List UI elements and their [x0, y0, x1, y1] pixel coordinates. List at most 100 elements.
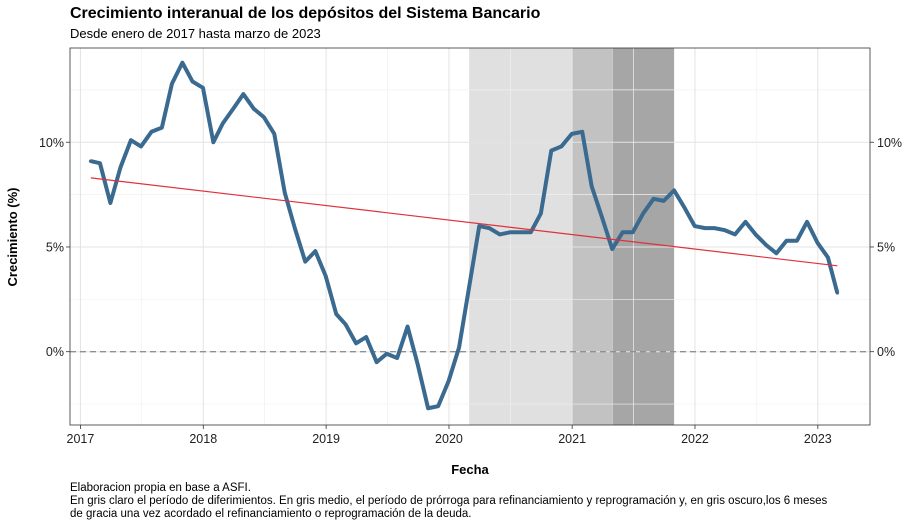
data-point: [375, 360, 379, 364]
data-point: [610, 247, 614, 251]
data-point: [682, 205, 686, 209]
chart-caption: Elaboracion propia en base a ASFI. En gr…: [70, 482, 900, 521]
data-point: [385, 352, 389, 356]
data-point: [518, 230, 522, 234]
data-point: [272, 132, 276, 136]
chart-title: Crecimiento interanual de los depósitos …: [70, 5, 541, 22]
data-point: [354, 341, 358, 345]
caption-line: En gris claro el período de diferimiento…: [70, 495, 828, 507]
data-point: [324, 274, 328, 278]
data-point: [160, 125, 164, 130]
y-tick-label-left: 0%: [46, 345, 64, 359]
data-point: [784, 239, 789, 243]
x-tick-label: 2021: [558, 432, 586, 446]
data-point: [774, 251, 779, 255]
data-point: [815, 241, 820, 245]
data-point: [303, 260, 307, 264]
data-point: [364, 335, 368, 339]
data-point: [170, 82, 174, 86]
data-point: [283, 190, 287, 195]
y-tick-label-right: 5%: [877, 240, 895, 254]
shaded-periods: [469, 48, 675, 425]
x-tick-label: 2018: [189, 432, 217, 446]
data-point: [457, 345, 461, 350]
data-point: [529, 230, 533, 234]
data-point: [262, 115, 266, 119]
data-point: [712, 226, 717, 230]
data-point: [426, 406, 430, 410]
data-point: [662, 199, 666, 203]
data-point: [467, 287, 471, 291]
data-point: [395, 356, 399, 360]
data-point: [805, 220, 809, 224]
plot-border: [69, 47, 871, 426]
y-tick-label-right: 10%: [877, 136, 902, 150]
data-point: [221, 121, 225, 125]
data-point: [108, 201, 112, 205]
data-point: [580, 130, 584, 134]
data-point: [835, 291, 839, 295]
data-point: [231, 107, 235, 111]
data-point: [201, 86, 205, 90]
caption-line: Elaboracion propia en base a ASFI.: [70, 482, 251, 494]
data-point: [252, 107, 256, 111]
x-axis-label: Fecha: [451, 462, 489, 477]
data-point: [180, 61, 185, 65]
data-point: [436, 404, 440, 408]
data-point: [570, 132, 574, 136]
gridlines: [70, 48, 870, 425]
data-point: [447, 379, 451, 383]
series-line: [90, 60, 840, 411]
caption-line: de gracia una vez acordado el refinancia…: [70, 508, 472, 520]
line-chart: 2017 2018 2019 2020 2021 2022 2023 0% 0% 5% 5% 10%…: [5, 47, 902, 477]
data-point: [600, 216, 604, 220]
data-point: [88, 159, 93, 163]
data-point: [743, 220, 748, 224]
x-tick-label: 2020: [435, 432, 463, 446]
data-point: [693, 224, 697, 228]
chart-subtitle: Desde enero de 2017 hasta marzo de 2023: [70, 26, 321, 41]
data-point: [313, 249, 317, 253]
data-point: [293, 226, 297, 230]
data-point: [641, 211, 645, 216]
data-point: [703, 226, 707, 230]
x-tick-label: 2017: [67, 432, 95, 446]
data-point: [405, 324, 410, 329]
data-point: [487, 226, 491, 230]
x-tick-label: 2023: [804, 432, 832, 446]
y-axis: 0% 0% 5% 5% 10% 10%: [39, 136, 902, 359]
shaded-period-light: [469, 48, 572, 425]
data-point: [129, 138, 133, 142]
data-point: [795, 239, 799, 243]
data-point: [733, 232, 737, 237]
data-point: [241, 92, 245, 96]
y-axis-label: Crecimiento (%): [5, 188, 20, 287]
series-layer: [88, 60, 840, 411]
data-point: [764, 243, 768, 247]
data-point: [539, 211, 543, 216]
data-point: [590, 184, 594, 188]
x-axis: 2017 2018 2019 2020 2021 2022 2023: [67, 425, 832, 446]
data-point: [826, 255, 830, 260]
data-point: [631, 230, 635, 234]
data-point: [723, 228, 727, 232]
trend-layer: [90, 177, 838, 267]
data-point: [753, 232, 758, 237]
data-point: [334, 312, 338, 316]
data-point: [672, 188, 676, 193]
y-tick-label-left: 5%: [46, 240, 64, 254]
y-tick-label-left: 10%: [39, 136, 64, 150]
data-point: [621, 230, 625, 234]
data-point: [416, 362, 420, 366]
x-tick-label: 2022: [681, 432, 709, 446]
data-point: [549, 149, 553, 153]
data-point: [559, 144, 563, 149]
data-point: [651, 197, 656, 201]
data-point: [98, 161, 102, 165]
shaded-period-dark: [612, 48, 675, 425]
trend-line: [90, 177, 838, 267]
data-point: [344, 322, 348, 327]
data-point: [508, 230, 512, 234]
data-point: [149, 130, 154, 134]
y-tick-label-right: 0%: [877, 345, 895, 359]
